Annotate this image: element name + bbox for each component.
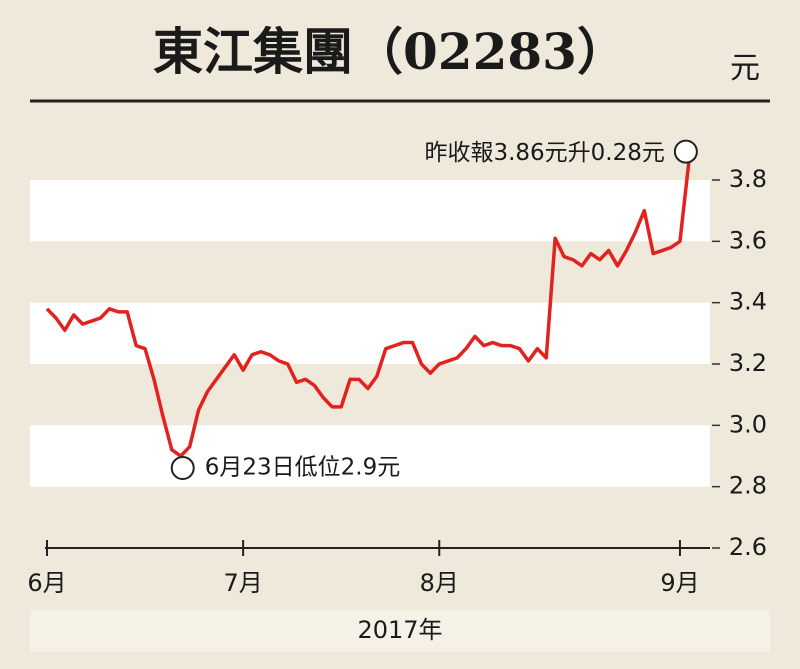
y-tick-label: 3.4 bbox=[729, 288, 767, 316]
low-marker bbox=[170, 456, 195, 480]
y-tick-label: 2.6 bbox=[729, 533, 767, 561]
price-line bbox=[45, 161, 691, 458]
x-tick-label: 9月 bbox=[660, 569, 699, 597]
y-tick-label: 3.2 bbox=[729, 349, 767, 377]
annotation: 昨收報3.86元升0.28元 bbox=[424, 140, 664, 166]
x-tick-label: 8月 bbox=[420, 569, 459, 597]
last-marker bbox=[673, 139, 698, 164]
y-unit: 元 bbox=[730, 51, 760, 86]
y-tick-label: 3.6 bbox=[729, 226, 767, 254]
x-tick-label: 6月 bbox=[27, 569, 66, 597]
y-tick-label: 3.0 bbox=[729, 410, 767, 438]
grid-band bbox=[30, 302, 710, 364]
y-tick-label: 2.8 bbox=[729, 472, 767, 500]
y-tick-label: 3.8 bbox=[729, 165, 767, 193]
footer-band bbox=[30, 610, 770, 652]
x-axis-label: 2017年 bbox=[357, 616, 442, 644]
chart-title: 東江集團（02283） bbox=[153, 22, 627, 81]
grid-band bbox=[30, 425, 710, 487]
annotation: 6月23日低位2.9元 bbox=[205, 455, 400, 481]
x-tick-label: 7月 bbox=[223, 569, 262, 597]
grid-band bbox=[30, 180, 710, 242]
